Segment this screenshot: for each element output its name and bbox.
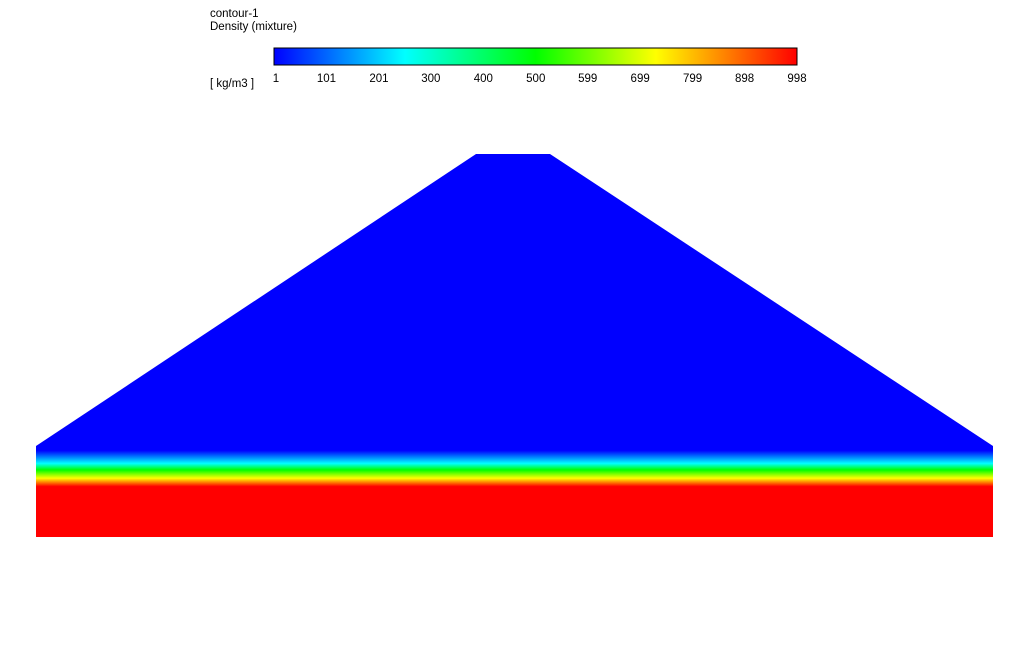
density-contour [36,154,993,537]
colorbar-tick-label: 101 [317,73,336,85]
colorbar-tick-label: 799 [683,73,702,85]
colorbar-tick-label: 400 [474,73,493,85]
colorbar-tick-label: 699 [631,73,650,85]
legend-variable: Density (mixture) [210,21,297,33]
colorbar-tick-label: 898 [735,73,754,85]
colorbar-tick-label: 201 [369,73,388,85]
colorbar-ticks: 1 101 201 300 400 500 599 699 799 898 998 [273,73,807,85]
colorbar-tick-label: 500 [526,73,545,85]
colorbar-tick-label: 599 [578,73,597,85]
colorbar-tick-label: 300 [421,73,440,85]
legend-title: contour-1 [210,8,259,20]
colorbar-tick-label: 1 [273,73,279,85]
legend-unit: [ kg/m3 ] [210,78,254,90]
colorbar-tick-label: 998 [787,73,806,85]
colorbar [273,47,798,66]
